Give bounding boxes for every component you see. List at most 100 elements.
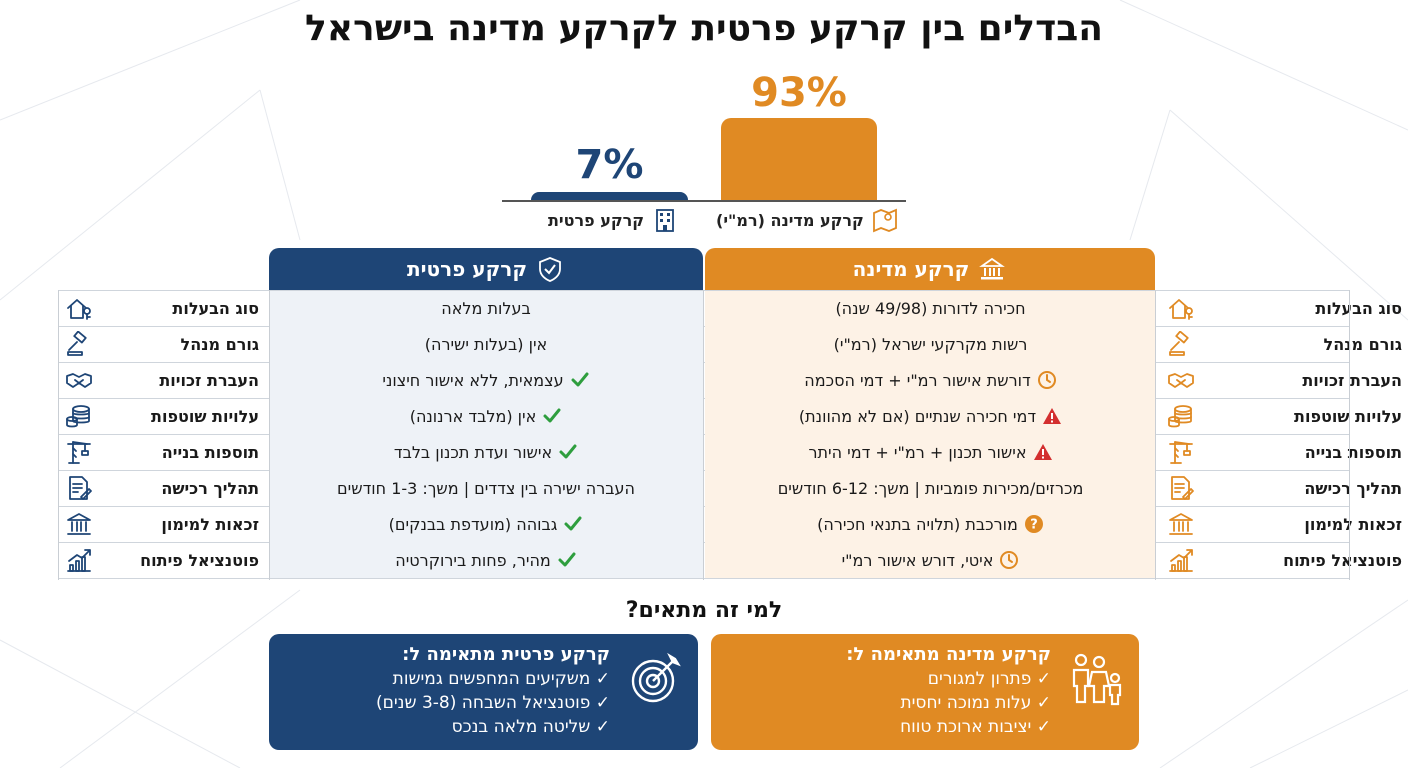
ownership-bar-chart: 93% 7% קרקע מדינה (רמ"י) קרקע פרטית bbox=[0, 0, 1408, 240]
row-label-private-side: תוספות בנייה bbox=[58, 434, 269, 470]
row-divider bbox=[58, 290, 1350, 291]
bar-category-private: קרקע פרטית bbox=[548, 207, 680, 233]
row-divider bbox=[58, 506, 1350, 507]
state-cell: מכרזים/מכירות פומביות | משך: 6-12 חודשים bbox=[705, 470, 1156, 506]
private-cell-text: עצמאית, ללא אישור חיצוני bbox=[382, 370, 564, 390]
document-icon bbox=[64, 475, 94, 501]
house-key-icon bbox=[1166, 295, 1196, 321]
row-divider bbox=[58, 326, 1350, 327]
family-icon bbox=[1072, 653, 1122, 706]
bar-value-label-state: 93% bbox=[751, 70, 847, 116]
private-cell-text: העברה ישירה בין צדדים | משך: 1-3 חודשים bbox=[337, 478, 635, 498]
document-icon bbox=[1166, 475, 1196, 501]
government-building-icon bbox=[977, 256, 1007, 282]
coins-icon bbox=[64, 403, 94, 429]
crane-icon bbox=[64, 439, 94, 465]
table-row: זכאות למימון ? מורכבת (תלויה בתנאי חכירה) ג… bbox=[58, 506, 1402, 542]
column-divider bbox=[1155, 290, 1156, 580]
row-divider bbox=[58, 470, 1350, 471]
row-label: תהליך רכישה bbox=[1304, 478, 1402, 498]
handshake-icon bbox=[64, 367, 94, 393]
state-cell: דורשת אישור רמ"י + דמי הסכמה bbox=[705, 362, 1156, 398]
state-cell-text: דורשת אישור רמ"י + דמי הסכמה bbox=[804, 370, 1031, 390]
check-icon bbox=[563, 514, 583, 534]
row-divider bbox=[58, 398, 1350, 399]
state-cell: ? מורכבת (תלויה בתנאי חכירה) bbox=[705, 506, 1156, 542]
house-key-icon bbox=[64, 295, 94, 321]
row-divider bbox=[58, 362, 1350, 363]
row-label-state-side: גורם מנהל bbox=[1156, 326, 1408, 362]
private-cell: עצמאית, ללא אישור חיצוני bbox=[269, 362, 703, 398]
row-label-private-side: גורם מנהל bbox=[58, 326, 269, 362]
bar-state bbox=[721, 118, 877, 200]
check-icon bbox=[558, 442, 578, 462]
table-row: גורם מנהל רשות מקרקעי ישראל (רמ"י) אין (בע… bbox=[58, 326, 1402, 362]
private-card-content: קרקע פרטית מתאימה ל: ✓ משקיעים המחפשים ג… bbox=[376, 644, 610, 739]
table-row: עלויות שוטפות דמי חכירה שנתיים (אם לא מהו… bbox=[58, 398, 1402, 434]
row-label: זכאות למימון bbox=[1304, 514, 1402, 534]
state-card-content: קרקע מדינה מתאימה ל: ✓ פתרון למגורים ✓ ע… bbox=[846, 644, 1051, 739]
row-label-private-side: העברת זכויות bbox=[58, 362, 269, 398]
question-icon: ? bbox=[1024, 514, 1044, 534]
state-suitability-card: קרקע מדינה מתאימה ל: ✓ פתרון למגורים ✓ ע… bbox=[711, 634, 1139, 750]
clock-icon bbox=[999, 550, 1019, 570]
row-label-private-side: עלויות שוטפות bbox=[58, 398, 269, 434]
row-label: זכאות למימון bbox=[161, 514, 259, 534]
state-cell-text: דמי חכירה שנתיים (אם לא מהוונת) bbox=[798, 406, 1037, 426]
check-icon bbox=[557, 550, 577, 570]
check-icon bbox=[542, 406, 562, 426]
private-card-title: קרקע פרטית מתאימה ל: bbox=[402, 644, 610, 665]
state-cell-text: מכרזים/מכירות פומביות | משך: 6-12 חודשים bbox=[777, 478, 1084, 498]
table-row: סוג הבעלות חכירה לדורות (49/98 שנה) בעלות … bbox=[58, 290, 1402, 326]
private-cell: מהיר, פחות בירוקרטיה bbox=[269, 542, 703, 578]
row-divider bbox=[58, 542, 1350, 543]
gavel-icon bbox=[1166, 331, 1196, 357]
warning-icon bbox=[1042, 406, 1062, 426]
state-card-item: ✓ עלות נמוכה יחסית bbox=[900, 693, 1051, 713]
row-label-state-side: סוג הבעלות bbox=[1156, 290, 1408, 326]
page-title: הבדלים בין קרקע פרטית לקרקע מדינה בישראל bbox=[305, 8, 1103, 49]
private-cell: העברה ישירה בין צדדים | משך: 1-3 חודשים bbox=[269, 470, 703, 506]
row-label: פוטנציאל פיתוח bbox=[140, 550, 259, 570]
state-cell: רשות מקרקעי ישראל (רמ"י) bbox=[705, 326, 1156, 362]
row-divider bbox=[58, 578, 1350, 579]
state-column-header: קרקע מדינה bbox=[705, 248, 1155, 290]
row-label: העברת זכויות bbox=[159, 370, 259, 390]
row-label: תוספות בנייה bbox=[161, 442, 259, 462]
growth-chart-icon bbox=[64, 547, 94, 573]
row-label-state-side: העברת זכויות bbox=[1156, 362, 1408, 398]
column-divider bbox=[1349, 290, 1350, 580]
table-row: העברת זכויות דורשת אישור רמ"י + דמי הסכמה… bbox=[58, 362, 1402, 398]
crane-icon bbox=[1166, 439, 1196, 465]
row-label-private-side: זכאות למימון bbox=[58, 506, 269, 542]
bar-category-private-label: קרקע פרטית bbox=[548, 210, 645, 230]
private-cell-text: אין (בעלות ישירה) bbox=[424, 334, 548, 354]
check-icon bbox=[570, 370, 590, 390]
private-cell-text: אין (מלבד ארנונה) bbox=[409, 406, 537, 426]
state-cell-text: רשות מקרקעי ישראל (רמ"י) bbox=[833, 334, 1028, 354]
column-divider bbox=[703, 290, 704, 580]
private-column-header: קרקע פרטית bbox=[269, 248, 703, 290]
private-cell-text: מהיר, פחות בירוקרטיה bbox=[395, 550, 551, 570]
private-suitability-card: קרקע פרטית מתאימה ל: ✓ משקיעים המחפשים ג… bbox=[269, 634, 698, 750]
private-card-item: ✓ משקיעים המחפשים גמישות bbox=[392, 669, 610, 689]
private-cell-text: אישור ועדת תכנון בלבד bbox=[393, 442, 553, 462]
row-label: סוג הבעלות bbox=[1315, 298, 1402, 318]
private-cell-text: גבוהה (מועדפת בבנקים) bbox=[388, 514, 558, 534]
row-label: גורם מנהל bbox=[1323, 334, 1402, 354]
private-cell: אין (מלבד ארנונה) bbox=[269, 398, 703, 434]
coins-icon bbox=[1166, 403, 1196, 429]
row-label-private-side: סוג הבעלות bbox=[58, 290, 269, 326]
row-label: עלויות שוטפות bbox=[1294, 406, 1402, 426]
private-cell: בעלות מלאה bbox=[269, 290, 703, 326]
state-card-item: ✓ פתרון למגורים bbox=[927, 669, 1051, 689]
private-cell: אישור ועדת תכנון בלבד bbox=[269, 434, 703, 470]
row-label: העברת זכויות bbox=[1302, 370, 1402, 390]
private-column-title: קרקע פרטית bbox=[406, 257, 528, 281]
row-label: פוטנציאל פיתוח bbox=[1283, 550, 1402, 570]
table-row: תהליך רכישה מכרזים/מכירות פומביות | משך: … bbox=[58, 470, 1402, 506]
target-icon bbox=[631, 652, 681, 703]
row-label-state-side: תוספות בנייה bbox=[1156, 434, 1408, 470]
clock-icon bbox=[1037, 370, 1057, 390]
